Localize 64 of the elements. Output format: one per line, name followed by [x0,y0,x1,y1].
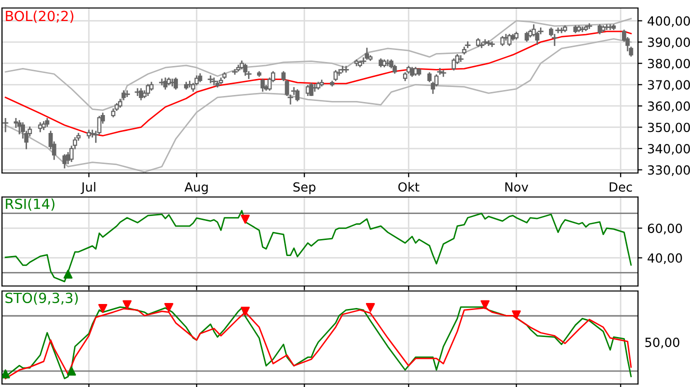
point [240,306,250,316]
candlestick [334,70,338,82]
candlestick [312,84,318,92]
y-tick-label: 360,00 [648,101,690,112]
y-tick-label: 40,00 [648,253,682,264]
point [480,300,490,310]
line-series [4,210,632,282]
point [2,369,10,378]
candlestick [452,58,456,70]
candlestick [232,69,238,75]
point [366,303,375,312]
line-series [4,30,632,136]
chart-title: STO(9,3,3) [5,292,78,305]
y-tick-label: 370,00 [648,80,690,91]
point [98,304,108,314]
y-tick-label: 350,00 [648,122,690,134]
point [512,310,521,320]
candlestick [309,82,314,96]
candlestick [343,66,349,73]
y-tick-label: 330,00 [648,165,690,176]
candlestick [174,78,178,90]
candlestick [2,118,8,132]
y-tick-label: 400,00 [648,16,690,27]
chart-title: RSI(14) [6,198,54,211]
candlestick [138,88,144,100]
candlestick [580,26,586,32]
candlestick [464,41,470,48]
candlestick [586,23,592,29]
point [67,366,76,376]
candlestick [440,70,446,77]
candlestick [260,78,265,92]
candlestick [364,48,370,60]
candlestick [360,57,366,64]
candlestick [163,78,168,90]
y-tick-label: 390,00 [648,38,690,48]
x-tick-label: Jul [80,182,96,194]
candlestick [243,64,248,76]
candlestick [124,90,130,98]
candlestick [146,84,150,96]
text: 50,00 [645,338,680,348]
candlestick [478,42,484,48]
y-tick-label: 380,00 [648,58,690,70]
candlestick [186,80,192,88]
x-tick-label: Aug [184,182,208,194]
x-tick-label: Dec [610,182,632,192]
candlestick [437,68,443,75]
candlestick [482,39,488,45]
candlestick [604,24,610,30]
x-tick-label: Okt [398,182,420,192]
y-tick-label: 340,00 [648,144,690,155]
candlestick [340,66,346,73]
line-series [4,38,632,173]
y-tick-label: 60,00 [648,224,682,234]
point [164,303,174,312]
candlestick [486,40,492,46]
candlestick [507,34,512,46]
x-tick-label: Nov [505,182,528,192]
point [122,300,132,310]
candlestick [555,28,561,34]
chart-title: BOL(20;2) [6,10,74,23]
candlestick [458,55,464,62]
candlestick [336,69,342,76]
candlestick [295,89,300,102]
x-tick-label: Sep [293,182,316,194]
